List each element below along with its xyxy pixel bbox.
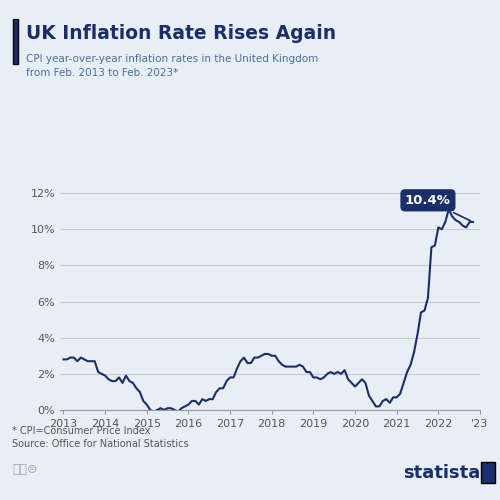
Text: 10.4%: 10.4%	[405, 194, 470, 221]
Text: * CPI=Consumer Price Index: * CPI=Consumer Price Index	[12, 426, 151, 436]
Text: CPI year-over-year inflation rates in the United Kingdom
from Feb. 2013 to Feb. : CPI year-over-year inflation rates in th…	[26, 54, 318, 78]
Text: UK Inflation Rate Rises Again: UK Inflation Rate Rises Again	[26, 24, 336, 43]
Text: statista: statista	[403, 464, 480, 482]
Text: Ⓒⓘ⊜: Ⓒⓘ⊜	[12, 463, 38, 476]
Text: Source: Office for National Statistics: Source: Office for National Statistics	[12, 439, 189, 449]
